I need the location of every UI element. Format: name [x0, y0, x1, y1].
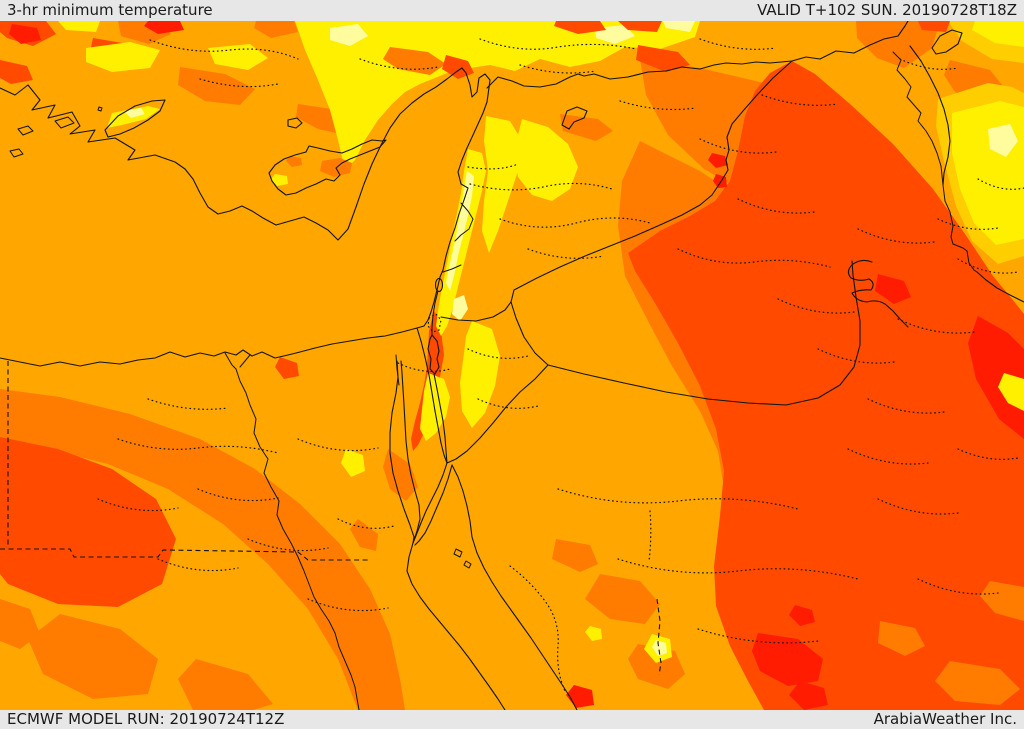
egypt-israel-border [416, 327, 448, 464]
temp-layer-red [708, 153, 1024, 710]
model-run-label: ECMWF MODEL RUN: 20190724T12Z [7, 710, 285, 728]
gulf-of-aqaba [412, 462, 453, 546]
nile-river [235, 368, 360, 710]
nile-delta-branches [224, 352, 251, 370]
syria-jordan-border [440, 301, 512, 322]
persian-gulf-coast [976, 271, 1024, 303]
rhodes-island [104, 99, 166, 138]
lake-van [931, 29, 963, 55]
footer-bar: ECMWF MODEL RUN: 20190724T12Z ArabiaWeat… [0, 710, 1024, 729]
red-sea-saudi-coast [451, 464, 578, 710]
saudi-iraq-border [547, 260, 861, 406]
temp-layer-red-orange [0, 21, 1024, 710]
admin-borders-dotted [97, 38, 1024, 692]
turkey-syria-iraq-border [486, 21, 909, 89]
header-bar: 3-hr minimum temperature VALID T+102 SUN… [0, 0, 1024, 21]
branding-label: ArabiaWeather Inc. [873, 710, 1017, 728]
tigris-shatt-river [892, 51, 978, 273]
map-title: 3-hr minimum temperature [7, 1, 213, 19]
sea-of-galilee [434, 277, 444, 293]
jordan-river [431, 290, 439, 336]
lake-beysehir [287, 117, 303, 129]
temp-layer-pale-yellow [124, 21, 1018, 656]
lebanon-borders [442, 202, 474, 273]
valid-time-label: VALID T+102 SUN. 20190728T18Z [757, 1, 1017, 19]
jordan-saudi-border [446, 301, 549, 464]
map-area [0, 21, 1024, 710]
temperature-map [0, 21, 1024, 710]
kuwait-bay-coast [847, 259, 909, 328]
coastlines-and-borders [0, 21, 1024, 710]
temp-overlay-dark-spots [118, 21, 1024, 705]
cyprus-outline [268, 139, 387, 196]
dashed-borders [0, 361, 662, 676]
mediterranean-coastline [0, 67, 491, 367]
israel-jordan-arava-border [433, 373, 448, 464]
lake-assad [561, 106, 588, 130]
iran-iraq-border [909, 45, 951, 186]
tiran-islands [453, 548, 472, 569]
syria-iraq-border [510, 60, 793, 303]
red-sea-egypt-coast [406, 542, 506, 710]
dead-sea [427, 334, 440, 375]
aegean-islands [9, 106, 103, 158]
